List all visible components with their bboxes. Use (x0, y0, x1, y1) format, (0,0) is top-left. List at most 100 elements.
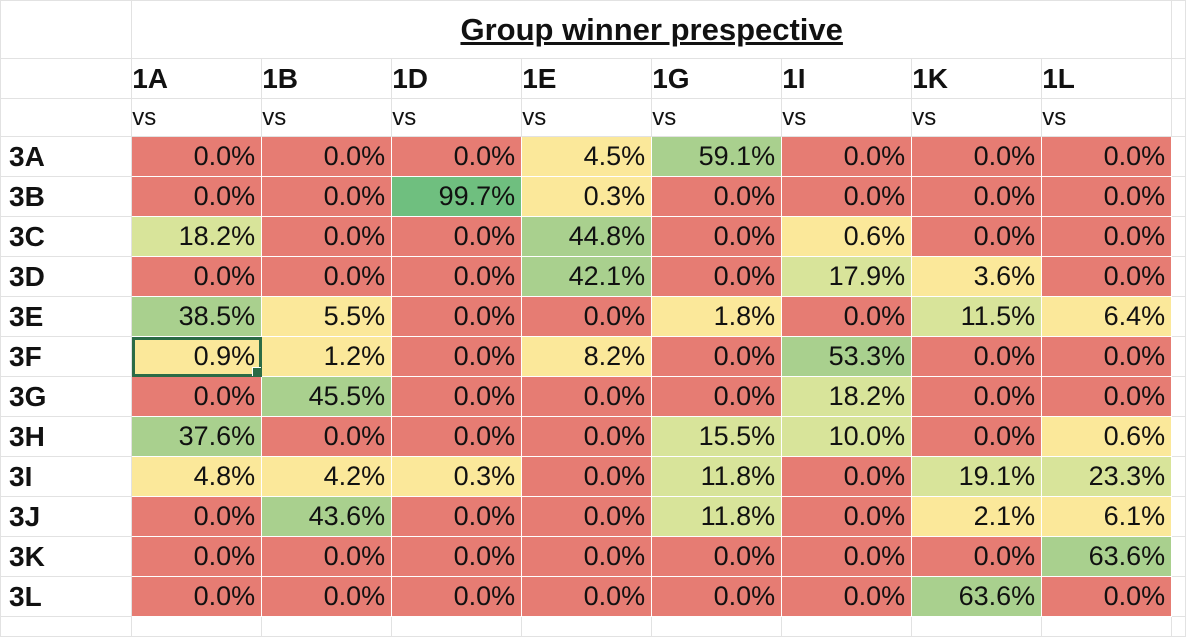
value-cell[interactable]: 0.0% (391, 496, 522, 537)
value-cell[interactable]: 0.0% (781, 496, 912, 537)
column-header[interactable]: 1L (1041, 58, 1173, 99)
empty-cell[interactable] (521, 616, 653, 637)
value-cell[interactable]: 0.0% (521, 456, 652, 497)
value-cell[interactable]: 0.0% (781, 296, 912, 337)
value-cell[interactable]: 0.0% (1041, 136, 1172, 177)
empty-cell[interactable] (1171, 0, 1186, 59)
value-cell[interactable]: 0.0% (651, 576, 782, 617)
value-cell[interactable]: 0.0% (261, 216, 392, 257)
value-cell[interactable]: 99.7% (391, 176, 522, 217)
column-header[interactable]: 1I (781, 58, 913, 99)
value-cell[interactable]: 0.0% (781, 456, 912, 497)
value-cell[interactable]: 44.8% (521, 216, 652, 257)
value-cell[interactable]: 0.0% (1041, 256, 1172, 297)
empty-cell[interactable] (1171, 536, 1186, 577)
empty-cell[interactable] (1171, 216, 1186, 257)
selected-cell[interactable]: 0.9% (131, 336, 262, 377)
row-header[interactable]: 3L (0, 576, 133, 617)
value-cell[interactable]: 11.8% (651, 496, 782, 537)
value-cell[interactable]: 11.8% (651, 456, 782, 497)
value-cell[interactable]: 0.0% (391, 296, 522, 337)
value-cell[interactable]: 11.5% (911, 296, 1042, 337)
value-cell[interactable]: 0.3% (391, 456, 522, 497)
column-header[interactable]: 1B (261, 58, 393, 99)
value-cell[interactable]: 0.0% (131, 576, 262, 617)
value-cell[interactable]: 0.6% (1041, 416, 1172, 457)
empty-cell[interactable] (1171, 256, 1186, 297)
value-cell[interactable]: 0.0% (781, 536, 912, 577)
value-cell[interactable]: 0.0% (391, 376, 522, 417)
row-header[interactable]: 3H (0, 416, 133, 457)
empty-cell[interactable] (781, 616, 913, 637)
value-cell[interactable]: 0.0% (261, 416, 392, 457)
value-cell[interactable]: 0.0% (521, 296, 652, 337)
value-cell[interactable]: 0.0% (131, 256, 262, 297)
value-cell[interactable]: 0.0% (781, 176, 912, 217)
value-cell[interactable]: 0.0% (651, 216, 782, 257)
value-cell[interactable]: 0.0% (131, 376, 262, 417)
vs-label[interactable]: vs (911, 98, 1043, 137)
empty-cell[interactable] (1171, 58, 1186, 99)
value-cell[interactable]: 0.0% (521, 496, 652, 537)
value-cell[interactable]: 4.2% (261, 456, 392, 497)
value-cell[interactable]: 0.0% (911, 336, 1042, 377)
value-cell[interactable]: 5.5% (261, 296, 392, 337)
empty-cell[interactable] (1171, 576, 1186, 617)
value-cell[interactable]: 43.6% (261, 496, 392, 537)
column-header[interactable]: 1E (521, 58, 653, 99)
value-cell[interactable]: 0.0% (261, 576, 392, 617)
empty-cell[interactable] (131, 616, 263, 637)
value-cell[interactable]: 10.0% (781, 416, 912, 457)
row-header[interactable]: 3G (0, 376, 133, 417)
value-cell[interactable]: 0.0% (651, 376, 782, 417)
row-header[interactable]: 3D (0, 256, 133, 297)
empty-cell[interactable] (391, 616, 523, 637)
value-cell[interactable]: 37.6% (131, 416, 262, 457)
empty-cell[interactable] (0, 98, 133, 137)
table-title[interactable]: Group winner prespective (131, 0, 1173, 59)
value-cell[interactable]: 45.5% (261, 376, 392, 417)
value-cell[interactable]: 0.0% (131, 136, 262, 177)
value-cell[interactable]: 0.0% (131, 496, 262, 537)
value-cell[interactable]: 0.0% (781, 136, 912, 177)
vs-label[interactable]: vs (391, 98, 523, 137)
value-cell[interactable]: 4.8% (131, 456, 262, 497)
empty-cell[interactable] (1171, 456, 1186, 497)
value-cell[interactable]: 0.0% (521, 576, 652, 617)
value-cell[interactable]: 0.0% (391, 216, 522, 257)
value-cell[interactable]: 0.3% (521, 176, 652, 217)
value-cell[interactable]: 0.0% (651, 536, 782, 577)
value-cell[interactable]: 0.0% (1041, 336, 1172, 377)
value-cell[interactable]: 23.3% (1041, 456, 1172, 497)
vs-label[interactable]: vs (1041, 98, 1173, 137)
empty-cell[interactable] (1171, 496, 1186, 537)
empty-cell[interactable] (0, 58, 133, 99)
empty-cell[interactable] (0, 0, 133, 59)
empty-cell[interactable] (1171, 376, 1186, 417)
value-cell[interactable]: 0.0% (651, 176, 782, 217)
value-cell[interactable]: 8.2% (521, 336, 652, 377)
value-cell[interactable]: 0.0% (391, 416, 522, 457)
empty-cell[interactable] (911, 616, 1043, 637)
value-cell[interactable]: 4.5% (521, 136, 652, 177)
value-cell[interactable]: 0.0% (131, 536, 262, 577)
value-cell[interactable]: 1.2% (261, 336, 392, 377)
value-cell[interactable]: 0.0% (391, 136, 522, 177)
value-cell[interactable]: 17.9% (781, 256, 912, 297)
value-cell[interactable]: 0.0% (911, 416, 1042, 457)
empty-cell[interactable] (261, 616, 393, 637)
value-cell[interactable]: 0.0% (1041, 216, 1172, 257)
value-cell[interactable]: 0.0% (391, 336, 522, 377)
value-cell[interactable]: 0.0% (1041, 376, 1172, 417)
row-header[interactable]: 3I (0, 456, 133, 497)
empty-cell[interactable] (1041, 616, 1173, 637)
value-cell[interactable]: 0.0% (261, 136, 392, 177)
value-cell[interactable]: 0.0% (1041, 576, 1172, 617)
row-header[interactable]: 3A (0, 136, 133, 177)
value-cell[interactable]: 0.0% (391, 256, 522, 297)
value-cell[interactable]: 3.6% (911, 256, 1042, 297)
value-cell[interactable]: 0.0% (911, 216, 1042, 257)
vs-label[interactable]: vs (131, 98, 263, 137)
value-cell[interactable]: 0.0% (911, 176, 1042, 217)
